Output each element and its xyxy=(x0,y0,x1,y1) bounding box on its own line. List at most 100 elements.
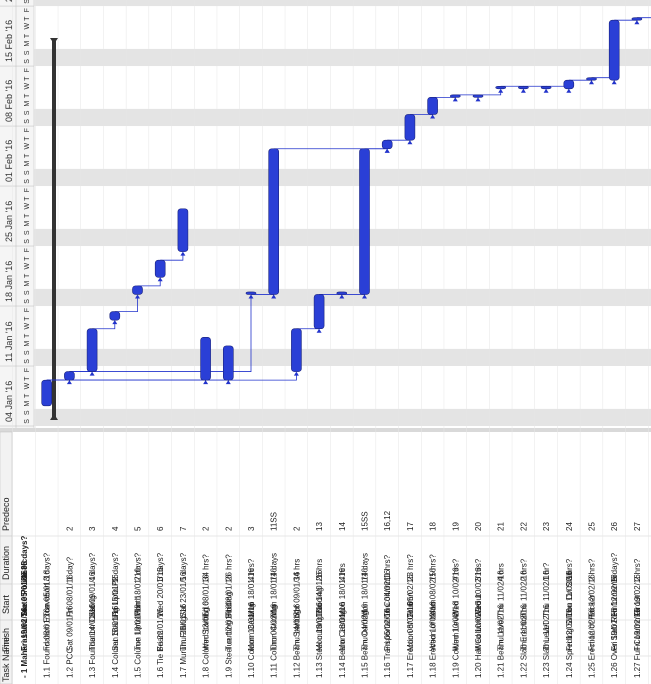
start-cell[interactable]: Mon 18/01/16 xyxy=(361,568,370,617)
finish-cell[interactable]: Fri 22/01/16 xyxy=(156,608,165,651)
predecessors-cell[interactable]: 2 xyxy=(292,526,301,531)
task-bar[interactable] xyxy=(563,79,575,90)
predecessors-cell[interactable]: 4 xyxy=(111,526,120,531)
duration-cell[interactable]: 3 hrs? xyxy=(474,558,483,581)
task-bar[interactable] xyxy=(336,291,348,295)
duration-cell[interactable]: 2 hrs? xyxy=(633,558,642,581)
start-cell[interactable]: Fri 08/01/16 xyxy=(224,574,233,617)
start-cell[interactable]: Thu 11/02/16 xyxy=(497,570,506,617)
finish-cell[interactable]: Wed 13/01/16 xyxy=(202,601,211,651)
predecessors-cell[interactable]: 25 xyxy=(588,522,597,531)
task-name-cell[interactable]: 1.15 Beam Curring xyxy=(361,611,370,678)
predecessors-cell[interactable]: 7 xyxy=(179,526,188,531)
finish-cell[interactable]: Mon 18/01/16 xyxy=(247,602,256,651)
task-bar[interactable] xyxy=(223,345,234,381)
task-bar[interactable] xyxy=(359,148,370,295)
predecessors-cell[interactable]: 11SS xyxy=(270,512,279,531)
task-name-cell[interactable]: 1.16 Transportation Column, xyxy=(383,577,392,678)
start-cell[interactable]: Thu 11/02/16 xyxy=(542,570,551,617)
predecessors-cell[interactable]: 2 xyxy=(224,526,233,531)
finish-cell[interactable]: Thu 14/01/16 xyxy=(292,603,301,651)
start-cell[interactable]: Wed 10/02/16 xyxy=(474,567,483,617)
predecessors-cell[interactable]: 24 xyxy=(565,522,574,531)
start-cell[interactable]: Thu 04/02/16 xyxy=(383,569,392,617)
predecessors-cell[interactable]: 3 xyxy=(247,526,256,531)
finish-cell[interactable]: Wed 10/02/16 xyxy=(474,601,483,651)
table-divider[interactable] xyxy=(0,428,651,432)
predecessors-cell[interactable]: 5 xyxy=(134,526,143,531)
duration-cell[interactable]: 3 hrs? xyxy=(565,558,574,581)
task-bar[interactable] xyxy=(268,148,280,295)
finish-cell[interactable]: Thu 04/02/16 xyxy=(270,603,279,651)
predecessors-cell[interactable]: 2 xyxy=(202,526,211,531)
duration-cell[interactable]: 1 hr? xyxy=(542,562,551,581)
finish-cell[interactable]: Fri 12/02/16 xyxy=(588,608,597,651)
task-bar[interactable] xyxy=(154,259,166,278)
finish-cell[interactable]: Fri 19/02/16 xyxy=(633,608,642,651)
duration-cell[interactable]: 15 hrs? xyxy=(429,554,438,581)
predecessors-cell[interactable]: 13 xyxy=(315,522,324,531)
task-name-cell[interactable]: 1.25 Erection of Packer xyxy=(588,595,597,678)
task-bar[interactable] xyxy=(495,85,507,90)
task-bar[interactable] xyxy=(313,294,325,330)
task-name-cell[interactable]: 1.17 Erection of Column xyxy=(406,592,415,678)
start-cell[interactable]: Thu 11/02/16 xyxy=(519,570,528,617)
task-bar[interactable] xyxy=(132,285,143,295)
duration-cell[interactable]: 1 day? xyxy=(65,556,74,581)
start-cell[interactable]: Fri 19/02/16 xyxy=(633,574,642,617)
predecessors-cell[interactable]: 16,12 xyxy=(383,510,392,531)
task-bar[interactable] xyxy=(518,85,529,90)
task-bar[interactable] xyxy=(109,311,121,321)
task-name-cell[interactable]: 1.1 Foundation Excavation xyxy=(43,583,52,678)
start-cell[interactable]: Sat 09/01/16 xyxy=(88,571,97,617)
duration-cell[interactable]: 2 days? xyxy=(111,552,120,581)
predecessors-cell[interactable]: 14 xyxy=(338,522,347,531)
task-bar[interactable] xyxy=(586,77,597,81)
finish-cell[interactable]: Sat 16/01/16 xyxy=(111,605,120,651)
finish-cell[interactable]: Thu 14/01/16 xyxy=(88,603,97,651)
start-cell[interactable]: Tue 05/01/16 xyxy=(20,569,29,617)
task-bar[interactable] xyxy=(64,371,75,381)
finish-cell[interactable]: Thu 11/02/16 xyxy=(519,604,528,651)
start-cell[interactable]: Mon 18/01/16 xyxy=(247,568,256,617)
start-cell[interactable]: Mon 18/01/16 xyxy=(134,568,143,617)
task-bar[interactable] xyxy=(381,139,393,150)
finish-cell[interactable]: Fri 08/01/16 xyxy=(43,608,52,651)
finish-cell[interactable]: Sat 09/01/16 xyxy=(65,605,74,651)
predecessors-cell[interactable]: 19 xyxy=(451,522,460,531)
duration-cell[interactable]: 14 days xyxy=(361,553,370,581)
duration-cell[interactable]: 4 hrs xyxy=(338,563,347,581)
finish-cell[interactable]: Thu 11/02/16 xyxy=(497,604,506,651)
task-bar[interactable] xyxy=(427,97,438,115)
start-cell[interactable]: Fri 05/02/16 xyxy=(406,574,415,617)
start-cell[interactable]: Tue 05/01/16 xyxy=(43,570,52,617)
task-name-cell[interactable]: 1.2 PCC xyxy=(65,648,74,678)
task-name-cell[interactable]: 1.26 Over Slab Reinforcemer xyxy=(610,574,619,678)
duration-cell[interactable]: 2 hrs? xyxy=(519,558,528,581)
duration-cell[interactable]: 2 days? xyxy=(134,552,143,581)
predecessors-cell[interactable]: 27 xyxy=(633,522,642,531)
task-name-cell[interactable]: 1.24 Spreding Silicon On Slab xyxy=(565,571,574,678)
task-name-cell[interactable]: - 1 Maharashtra State Police Hc xyxy=(20,558,29,678)
header-predecessors[interactable]: Predeco xyxy=(1,497,11,531)
duration-cell[interactable]: 34 hrs xyxy=(292,559,301,581)
start-cell[interactable]: Sat 23/01/16 xyxy=(179,571,188,617)
task-name-cell[interactable]: 1.9 Steel cutting Binding xyxy=(224,592,233,678)
duration-cell[interactable]: 4 hrs? xyxy=(451,558,460,581)
task-name-cell[interactable]: 1.4 Column Starting Upto Pl xyxy=(111,579,120,678)
finish-cell[interactable]: Tue 12/01/16 xyxy=(224,604,233,651)
